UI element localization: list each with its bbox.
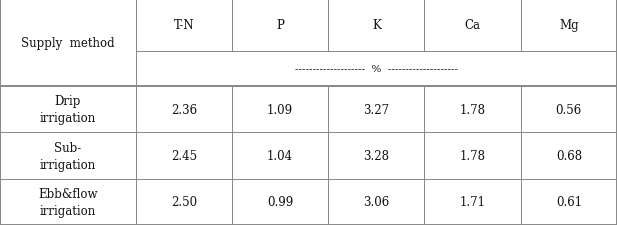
- Text: Sub-
irrigation: Sub- irrigation: [39, 141, 96, 171]
- Text: 3.27: 3.27: [363, 103, 389, 116]
- Text: 0.68: 0.68: [556, 149, 582, 162]
- Text: K: K: [372, 19, 381, 32]
- Text: 1.04: 1.04: [267, 149, 293, 162]
- Text: 1.09: 1.09: [267, 103, 293, 116]
- Text: 1.78: 1.78: [460, 103, 486, 116]
- Text: 0.61: 0.61: [556, 196, 582, 208]
- Text: Drip
irrigation: Drip irrigation: [39, 95, 96, 125]
- Text: P: P: [276, 19, 284, 32]
- Text: 0.99: 0.99: [267, 196, 293, 208]
- Text: 2.45: 2.45: [171, 149, 197, 162]
- Text: Mg: Mg: [559, 19, 579, 32]
- Text: Supply  method: Supply method: [21, 37, 115, 50]
- Text: 1.78: 1.78: [460, 149, 486, 162]
- Text: Ebb&flow
irrigation: Ebb&flow irrigation: [38, 187, 97, 217]
- Text: 0.56: 0.56: [556, 103, 582, 116]
- Text: 1.71: 1.71: [460, 196, 486, 208]
- Text: --------------------  %  --------------------: -------------------- % -----------------…: [295, 65, 458, 74]
- Text: T-N: T-N: [173, 19, 194, 32]
- Text: 3.28: 3.28: [363, 149, 389, 162]
- Text: 3.06: 3.06: [363, 196, 389, 208]
- Text: 2.50: 2.50: [171, 196, 197, 208]
- Text: 2.36: 2.36: [171, 103, 197, 116]
- Text: Ca: Ca: [465, 19, 481, 32]
